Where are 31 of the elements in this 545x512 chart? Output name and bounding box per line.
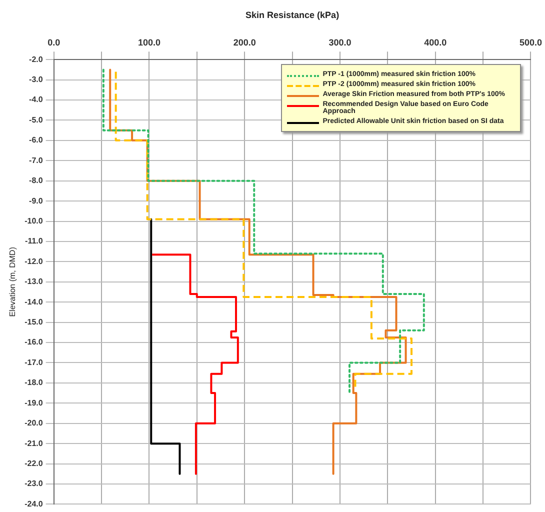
y-tick-label: -11.0 (25, 236, 44, 246)
y-tick-label: -6.0 (29, 136, 44, 145)
y-tick-label: -13.0 (24, 277, 44, 286)
y-tick-label: -20.0 (24, 418, 44, 428)
y-tick-label: -3.0 (29, 75, 44, 84)
y-tick-label: -8.0 (29, 176, 44, 186)
y-tick-label: -14.0 (24, 297, 44, 306)
y-tick-label: -17.0 (24, 358, 44, 367)
y-axis-title: Elevation (m, DMD) (8, 246, 18, 317)
y-tick-label: -24.0 (24, 499, 44, 508)
y-tick-label: -16.0 (24, 338, 44, 347)
x-tick-label: 0.0 (48, 38, 60, 48)
y-tick-label: -12.0 (24, 256, 44, 266)
y-tick-label: -7.0 (29, 156, 44, 165)
y-tick-label: -5.0 (29, 115, 44, 124)
x-tick-label: 500.0 (519, 38, 542, 48)
x-tick-label: 300.0 (328, 38, 352, 48)
y-tick-label: -21.0 (24, 438, 44, 448)
y-tick-label: -9.0 (29, 196, 44, 206)
y-tick-label: -10.0 (24, 216, 44, 226)
y-tick-label: -4.0 (29, 95, 44, 104)
x-tick-label: 200.0 (233, 38, 256, 48)
y-tick-label: -2.0 (29, 54, 44, 64)
x-axis-title: Skin Resistance (kPa) (246, 10, 340, 20)
x-tick-label: 100.0 (138, 38, 160, 48)
x-tick-label: 400.0 (424, 38, 447, 48)
y-tick-label: -23.0 (24, 479, 44, 488)
y-tick-label: -15.0 (24, 318, 44, 327)
y-tick-label: -18.0 (24, 378, 44, 388)
y-tick-label: -22.0 (24, 458, 44, 468)
y-tick-label: -19.0 (24, 398, 44, 408)
